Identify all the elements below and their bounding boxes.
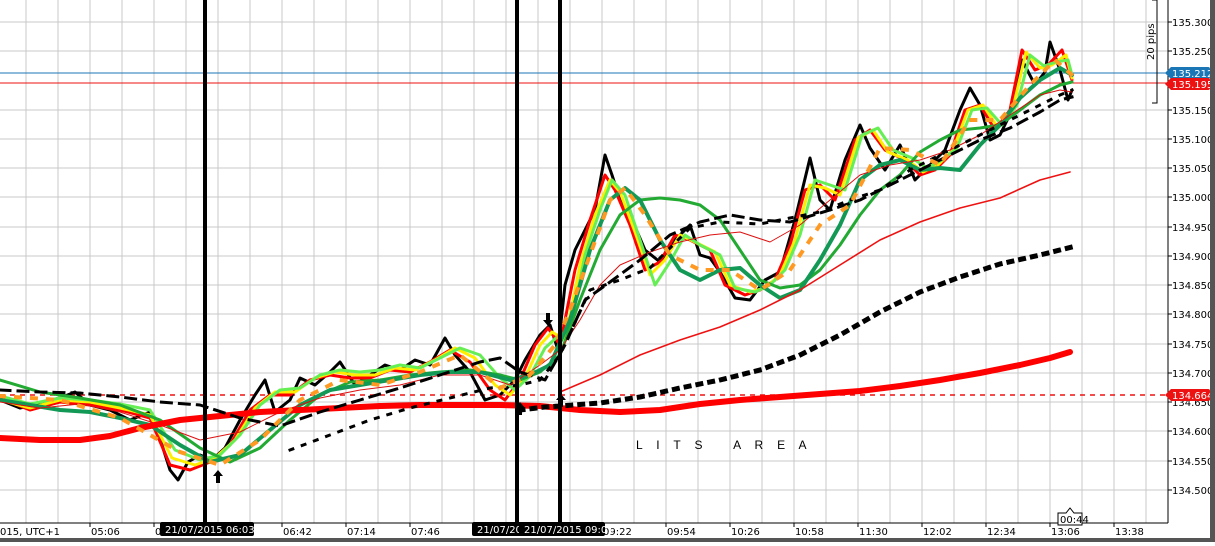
x-tick-label: 11:30 — [859, 527, 888, 538]
y-tick-label: 134.500 — [1172, 486, 1213, 497]
chart-series — [0, 40, 1076, 482]
x-tick-label: 09:54 — [667, 527, 696, 538]
y-tick-label: 134.800 — [1172, 310, 1213, 321]
series-ma-red-medium — [559, 171, 1071, 393]
level-price-tag: 134.664 — [1172, 391, 1213, 402]
pips-bracket — [1152, 0, 1158, 104]
bid-price-tag: 135.212 — [1172, 69, 1213, 80]
marker-time-label-bg — [472, 522, 522, 536]
series-ma-thin-red — [0, 89, 1073, 441]
series-ma-light-green — [0, 53, 1074, 462]
pips-ruler: 20 pips — [1146, 0, 1158, 104]
ask-price-tag-bg — [1165, 78, 1210, 90]
signal-arrows — [213, 313, 566, 483]
price-level-lines — [0, 72, 1168, 396]
y-tick-label: 134.600 — [1172, 427, 1213, 438]
series-ma-dark-green — [0, 66, 1074, 464]
y-tick-label: 135.100 — [1172, 135, 1213, 146]
x-tick-label: 06:42 — [283, 527, 312, 538]
y-tick-label: 134.850 — [1172, 281, 1213, 292]
series-ma-orange-dotted — [0, 58, 1075, 467]
arrow-up-icon — [213, 470, 223, 483]
x-tick-label: 07:46 — [411, 527, 440, 538]
level-price-tag-bg — [1165, 389, 1210, 401]
x-tick-label: 10:58 — [795, 527, 824, 538]
lits-area-label: L I T S A R E A — [636, 438, 808, 452]
marker-time-label: 21/07/20 — [477, 525, 522, 536]
series-ma-red-thick-slow- — [0, 349, 1073, 443]
x-tick-label: 13:38 — [1115, 527, 1144, 538]
marker-time-label-bg — [160, 522, 254, 536]
right-border — [1210, 0, 1215, 542]
y-tick-label: 135.250 — [1172, 47, 1213, 58]
x-axis-panel — [0, 523, 1215, 542]
bid-price-tag-bg — [1165, 67, 1210, 79]
series-price-candles- — [0, 40, 1074, 482]
pips-label: 20 pips — [1146, 23, 1157, 60]
x-tick-label: 09:22 — [603, 527, 632, 538]
candle-timer: 00:44 — [1060, 515, 1089, 526]
y-tick-label: 134.900 — [1172, 252, 1213, 263]
y-tick-label: 134.650 — [1172, 398, 1213, 409]
marker-time-label-bg — [519, 522, 605, 536]
candle-timer-bg — [1057, 507, 1083, 526]
x-axis-bottom-bar — [0, 538, 1215, 542]
y-tick-label: 135.300 — [1172, 18, 1213, 29]
arrow-up-icon — [515, 402, 525, 415]
x-tick-label: 10:26 — [731, 527, 760, 538]
y-tick-label: 134.550 — [1172, 457, 1213, 468]
series-ma-black-dashed-fast — [0, 95, 1074, 428]
marker-time-label: 21/07/2015 09:01 — [524, 525, 614, 536]
arrow-up-icon — [556, 394, 566, 407]
y-tick-label: 134.750 — [1172, 340, 1213, 351]
y-axis-panel — [1168, 0, 1210, 542]
ask-price-tag: 135.195 — [1172, 80, 1213, 91]
x-tick-label: 07:14 — [347, 527, 376, 538]
x-tick-label: 015, UTC+1 — [0, 527, 60, 538]
arrow-down-icon — [543, 313, 553, 326]
x-tick-label: 12:34 — [987, 527, 1016, 538]
y-tick-label: 135.050 — [1172, 164, 1213, 175]
x-tick-label: 13:06 — [1051, 527, 1080, 538]
marker-time-label: 21/07/2015 06:03 — [165, 525, 255, 536]
x-tick-label: 12:02 — [923, 527, 952, 538]
x-tick-label: 05:06 — [91, 527, 120, 538]
y-tick-label: 134.950 — [1172, 223, 1213, 234]
y-tick-label: 134.700 — [1172, 369, 1213, 380]
y-tick-label: 135.150 — [1172, 106, 1213, 117]
series-ma-black-dotted-slow — [517, 243, 1076, 413]
y-tick-label: 135.000 — [1172, 193, 1213, 204]
x-tick-label: 0 — [155, 527, 161, 538]
